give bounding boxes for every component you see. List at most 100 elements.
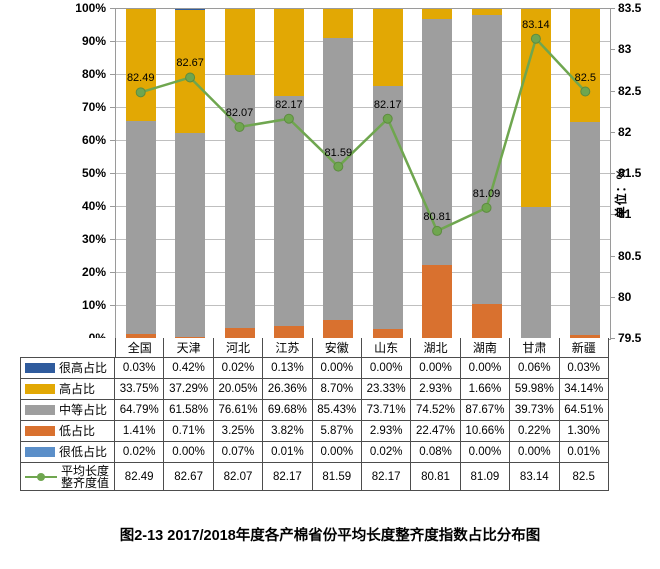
line-data-label: 83.14 — [522, 18, 550, 31]
right-axis-tick-label: 82.5 — [618, 83, 642, 98]
line-data-label: 82.17 — [275, 98, 303, 111]
table-value-cell: 33.75% — [115, 379, 165, 400]
gridline — [116, 272, 610, 273]
average-uniformity-line — [135, 33, 591, 236]
bar-segment-中等占比 — [323, 37, 354, 320]
table-value-cell: 0.07% — [213, 442, 264, 463]
table-value-cell: 59.98% — [510, 379, 560, 400]
legend-key-中等占比: 中等占比 — [20, 400, 115, 421]
legend-dot — [37, 472, 45, 481]
table-value-cell: 26.36% — [263, 379, 313, 400]
right-axis-tickmark — [610, 90, 615, 92]
bar-stack — [422, 9, 453, 339]
table-value-cell: 8.70% — [312, 379, 362, 400]
right-axis-tickmark — [610, 173, 615, 174]
bar-segment-高占比 — [422, 9, 453, 19]
bar-segment-高占比 — [372, 9, 403, 87]
table-value-cell: 0.00% — [460, 442, 511, 463]
table-value-cell: 85.43% — [312, 400, 362, 421]
right-axis-tick-label: 80.5 — [618, 248, 642, 263]
gridline — [116, 173, 610, 174]
table-value-cell: 0.00% — [460, 358, 511, 379]
bar-segment-低占比 — [273, 326, 304, 339]
left-axis-tickmark — [110, 206, 115, 207]
bar-segment-高占比 — [224, 9, 255, 76]
table-value-cell: 61.58% — [164, 400, 214, 421]
line-data-label: 81.59 — [324, 146, 353, 159]
category-header: 新疆 — [559, 338, 609, 358]
left-axis-tickmark — [110, 74, 115, 75]
table-value-cell: 1.30% — [559, 421, 609, 442]
legend-label: 高占比 — [59, 382, 96, 396]
bar-stack — [175, 9, 206, 339]
table-value-cell: 73.71% — [361, 400, 412, 421]
bar-segment-高占比 — [471, 9, 502, 15]
category-header: 安徽 — [312, 338, 362, 358]
line-path — [140, 36, 587, 233]
table-value-cell: 83.14 — [510, 463, 560, 491]
table-value-cell: 1.66% — [460, 379, 511, 400]
left-axis-tick-label: 80% — [81, 67, 106, 81]
line-marker — [185, 72, 196, 83]
right-axis-tick-label: 83 — [618, 42, 632, 57]
table-value-cell: 23.33% — [361, 379, 412, 400]
bar-segment-低占比 — [175, 336, 206, 339]
gridline — [116, 239, 610, 240]
category-header: 全国 — [115, 338, 165, 358]
table-value-cell: 0.03% — [559, 358, 609, 379]
table-value-cell: 0.01% — [263, 442, 313, 463]
right-axis-tickmark — [610, 214, 615, 216]
table-value-cell: 3.82% — [263, 421, 313, 442]
table-value-cell: 0.00% — [361, 358, 412, 379]
category-header: 河北 — [213, 338, 264, 358]
left-axis-tick-label: 100% — [75, 1, 106, 15]
table-corner-blank — [20, 338, 115, 358]
line-marker — [530, 33, 541, 44]
table-value-cell: 2.93% — [411, 379, 461, 400]
bar-stack — [273, 9, 304, 339]
bar-segment-高占比 — [323, 9, 354, 38]
category-header: 江苏 — [263, 338, 313, 358]
bar-segment-低占比 — [372, 329, 403, 339]
table-value-cell: 64.51% — [559, 400, 609, 421]
left-axis-tick-label: 90% — [81, 34, 106, 48]
table-value-cell: 0.02% — [361, 442, 412, 463]
line-data-label: 80.81 — [423, 210, 451, 223]
table-value-cell: 82.49 — [115, 463, 165, 491]
right-axis-tickmark — [610, 8, 615, 9]
table-value-cell: 0.71% — [164, 421, 214, 442]
right-axis-tick-label: 81 — [618, 207, 632, 222]
legend-key-很低占比: 很低占比 — [20, 442, 115, 463]
bar-segment-中等占比 — [273, 96, 304, 327]
table-value-cell: 76.61% — [213, 400, 264, 421]
data-table: 全国 天津 河北 江苏 安徽 山东 湖北 湖南 甘肃 新疆 很高占比 0.03% 0.42% 0.02% 0… — [20, 338, 609, 491]
chart-title: 图2-13 2017/2018年度各产棉省份平均长度整齐度指数占比分布图 — [119, 528, 541, 544]
bar-segment-低占比 — [422, 264, 453, 339]
table-value-cell: 81.09 — [460, 463, 511, 491]
bar-segment-中等占比 — [175, 133, 206, 337]
table-value-cell: 39.73% — [510, 400, 560, 421]
left-axis-tick-label: 70% — [81, 100, 106, 114]
legend-label: 很高占比 — [59, 361, 108, 375]
table-value-cell: 0.00% — [510, 442, 560, 463]
left-axis-tickmark — [110, 173, 115, 174]
legend-key-很高占比: 很高占比 — [20, 358, 115, 379]
gridline — [116, 107, 610, 108]
bar-segment-中等占比 — [570, 121, 601, 335]
bar-segment-中等占比 — [125, 120, 156, 335]
gridline — [116, 206, 610, 207]
line-marker — [135, 87, 146, 98]
gridline — [116, 305, 610, 306]
left-axis-tickmark — [110, 41, 115, 42]
legend-swatch — [25, 363, 55, 373]
table-value-cell: 0.02% — [213, 358, 264, 379]
table-value-cell: 22.47% — [411, 421, 461, 442]
left-axis-tick-label: 40% — [81, 199, 106, 213]
table-value-cell: 0.01% — [559, 442, 609, 463]
right-axis-tick-label: 82 — [618, 124, 632, 139]
legend-label: 平均长度 整齐度值 — [61, 463, 110, 490]
left-axis-tick-label: 50% — [81, 166, 106, 180]
category-header: 天津 — [164, 338, 214, 358]
table-value-cell: 0.00% — [164, 442, 214, 463]
table-value-cell: 0.22% — [510, 421, 560, 442]
